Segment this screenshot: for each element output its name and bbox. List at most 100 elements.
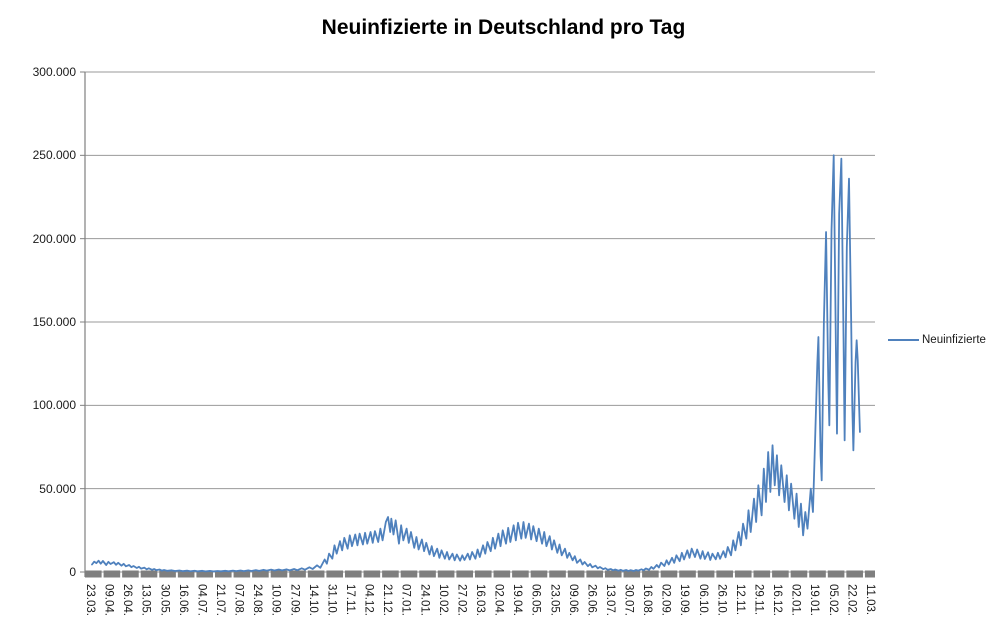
x-axis-band-dash	[753, 570, 771, 578]
x-axis-band-dash	[382, 570, 399, 578]
x-axis-band-dash	[140, 570, 158, 578]
x-axis-band-dash	[289, 570, 306, 578]
x-tick-label: 07.01.	[399, 584, 412, 616]
x-tick-label: 06.05.	[529, 584, 542, 616]
x-axis-band-dash	[196, 570, 214, 578]
x-tick-label: 11.03.	[863, 584, 876, 616]
x-axis-band-dash	[530, 570, 548, 578]
x-tick-label: 04.12.	[362, 584, 375, 616]
x-axis-band-dash	[344, 570, 362, 578]
series-line-neuinfizierte	[91, 154, 861, 573]
y-tick-label: 200.000	[32, 231, 76, 246]
legend-line-swatch	[888, 339, 919, 341]
x-tick-label: 17.11.	[343, 584, 356, 616]
x-tick-label: 16.03.	[473, 584, 486, 616]
x-axis-band-dash	[549, 570, 566, 578]
x-tick-label: 27.02.	[455, 584, 468, 616]
x-tick-label: 31.10.	[325, 584, 338, 616]
x-tick-label: 30.07.	[622, 584, 635, 616]
x-tick-label: 21.07.	[213, 584, 226, 616]
x-axis-band-dash	[437, 570, 455, 578]
x-tick-label: 26.10.	[715, 584, 728, 616]
y-tick-label: 150.000	[32, 315, 76, 329]
y-tick-label: 0	[69, 565, 76, 579]
x-tick-label: 26.06.	[585, 584, 598, 616]
x-tick-label: 16.06.	[176, 584, 189, 616]
x-tick-label: 21.12.	[381, 584, 394, 616]
x-tick-label: 12.11.	[733, 584, 746, 616]
x-axis-band-dash	[642, 570, 659, 578]
x-axis-band-dash	[122, 570, 139, 578]
x-axis-band-dash	[772, 570, 789, 578]
x-tick-label: 29.11.	[752, 584, 765, 616]
x-tick-label: 07.08.	[232, 584, 245, 616]
x-tick-label: 14.10.	[306, 584, 319, 616]
x-axis-band-dash	[326, 570, 344, 578]
x-axis-band-dash	[790, 570, 808, 578]
x-axis-band-dash	[512, 570, 529, 578]
x-tick-label: 13.07.	[603, 584, 616, 616]
chart-title: Neuinfizierte in Deutschland pro Tag	[321, 16, 686, 39]
x-axis-band-dash	[85, 570, 102, 578]
legend: Neuinfizierte	[888, 334, 986, 346]
x-tick-label: 09.04.	[102, 584, 115, 616]
x-tick-label: 10.09.	[269, 584, 282, 616]
x-axis-band-dash	[177, 570, 195, 578]
x-tick-label: 26.04.	[121, 584, 134, 616]
x-axis-band-dash	[400, 570, 418, 578]
x-axis-band-dash	[697, 570, 715, 578]
x-axis-band-dash	[846, 570, 863, 578]
x-axis-band-dash	[679, 570, 696, 578]
x-tick-label: 23.05.	[548, 584, 561, 616]
x-axis-band-dash	[307, 570, 325, 578]
x-tick-label: 06.10.	[696, 584, 709, 616]
x-tick-label: 24.08.	[251, 584, 264, 616]
x-tick-label: 24.01.	[418, 584, 431, 616]
x-tick-label: 27.09.	[288, 584, 301, 616]
x-axis-band-dash	[809, 570, 826, 578]
x-tick-label: 16.12.	[771, 584, 784, 616]
x-axis-band-dash	[214, 570, 232, 578]
x-tick-label: 02.04.	[492, 584, 505, 616]
x-tick-label: 10.02.	[436, 584, 449, 616]
x-tick-label: 23.03.	[84, 584, 96, 616]
x-axis-band-dash	[864, 570, 875, 578]
x-tick-label: 16.08.	[641, 584, 654, 616]
x-axis-band-dash	[252, 570, 269, 578]
x-tick-label: 09.06.	[566, 584, 579, 616]
x-tick-label: 05.02.	[826, 584, 839, 616]
x-axis-band-dash	[493, 570, 511, 578]
x-axis-band-dash	[103, 570, 121, 578]
x-axis-band-dash	[623, 570, 641, 578]
x-tick-label: 19.01.	[808, 584, 821, 616]
x-axis-band-dash	[456, 570, 473, 578]
x-axis-band-dash	[827, 570, 845, 578]
x-axis-band-dash	[734, 570, 752, 578]
x-axis-band-dash	[363, 570, 381, 578]
y-tick-label: 100.000	[32, 398, 76, 413]
plot-area	[80, 71, 875, 578]
x-tick-label: 02.09.	[659, 584, 672, 616]
x-axis-band-dash	[586, 570, 603, 578]
x-axis-band-dash	[270, 570, 288, 578]
x-tick-label: 19.09.	[678, 584, 691, 616]
y-tick-label: 300.000	[32, 65, 76, 79]
x-tick-label: 04.07.	[195, 584, 208, 616]
x-axis-band-dash	[567, 570, 585, 578]
x-axis-band-dash	[660, 570, 678, 578]
x-tick-label: 13.05.	[139, 584, 152, 616]
legend-series-label: Neuinfizierte	[922, 334, 986, 346]
x-axis-band-dash	[419, 570, 436, 578]
x-axis-band-dash	[159, 570, 176, 578]
x-tick-label: 30.05.	[158, 584, 171, 616]
x-tick-label: 02.01.	[789, 584, 802, 616]
x-tick-label: 19.04.	[511, 584, 524, 616]
x-tick-label: 22.02.	[845, 584, 858, 616]
y-tick-label: 250.000	[32, 148, 76, 163]
x-axis-band-dash	[474, 570, 492, 578]
x-axis-band-dash	[716, 570, 733, 578]
x-axis-band-dash	[604, 570, 622, 578]
x-axis-band-dash	[233, 570, 251, 578]
y-tick-label: 50.000	[39, 481, 76, 496]
